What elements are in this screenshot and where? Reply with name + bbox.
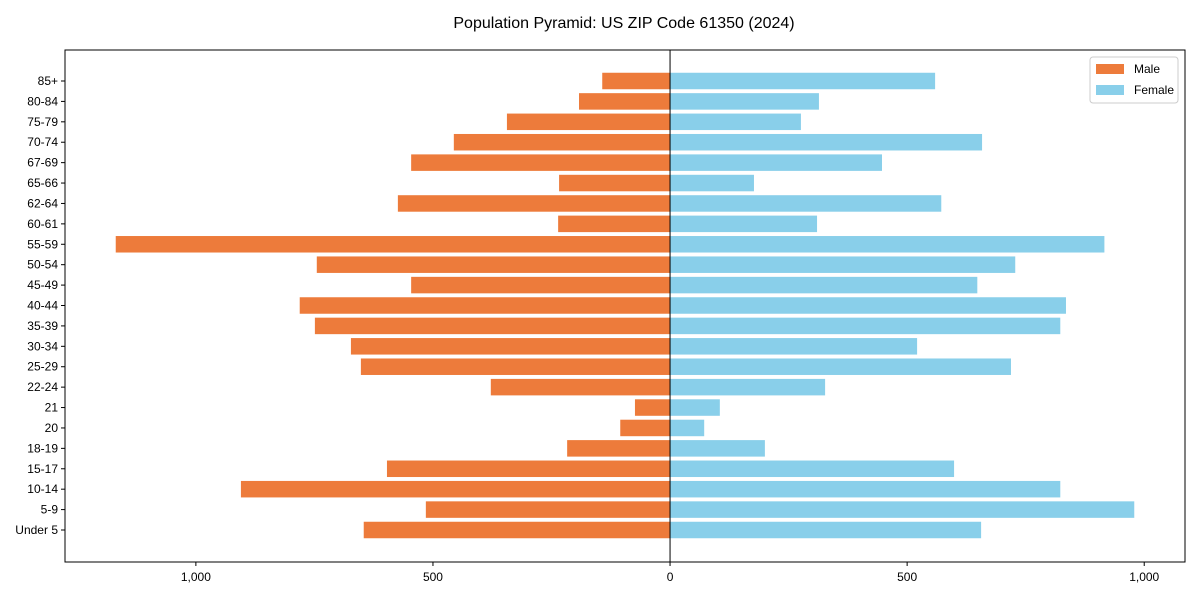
bar-female-55-59 xyxy=(670,236,1105,253)
bar-male-50-54 xyxy=(316,256,671,273)
bar-female-25-29 xyxy=(670,358,1011,375)
bar-female-85+ xyxy=(670,72,936,90)
y-tick-label: 45-49 xyxy=(27,278,58,292)
y-tick-label: 35-39 xyxy=(27,319,58,333)
y-tick-label: 5-9 xyxy=(41,503,59,517)
legend-swatch-male xyxy=(1096,64,1124,74)
y-tick-label: 15-17 xyxy=(27,462,58,476)
x-tick-label: 1,000 xyxy=(181,570,211,584)
y-tick-label: 80-84 xyxy=(27,94,58,108)
y-tick-label: 30-34 xyxy=(27,339,58,353)
y-tick-label: 67-69 xyxy=(27,156,58,170)
bar-female-80-84 xyxy=(670,93,819,110)
chart-title: Population Pyramid: US ZIP Code 61350 (2… xyxy=(453,15,794,32)
x-tick-label: 0 xyxy=(667,570,674,584)
y-tick-label: 40-44 xyxy=(27,299,58,313)
bar-male-65-66 xyxy=(559,174,671,192)
bar-male-25-29 xyxy=(360,358,671,375)
bar-male-15-17 xyxy=(386,460,671,478)
y-tick-label: 75-79 xyxy=(27,115,58,129)
bar-male-62-64 xyxy=(397,195,671,212)
y-tick-label: 20 xyxy=(45,421,59,435)
bar-female-15-17 xyxy=(670,460,955,478)
legend-label-male: Male xyxy=(1134,62,1160,76)
x-tick-label: 1,000 xyxy=(1129,570,1159,584)
bar-male-22-24 xyxy=(490,378,671,396)
bar-female-5-9 xyxy=(670,501,1135,518)
x-tick-label: 500 xyxy=(897,570,917,584)
plot-frame xyxy=(64,49,1186,563)
bar-male-75-79 xyxy=(506,113,671,131)
y-tick-label: 22-24 xyxy=(27,380,58,394)
bar-female-18-19 xyxy=(670,440,765,457)
bar-female-62-64 xyxy=(670,195,942,212)
bar-male-5-9 xyxy=(425,501,671,518)
bar-female-40-44 xyxy=(670,297,1066,314)
bar-female-70-74 xyxy=(670,133,983,151)
y-tick-label: 25-29 xyxy=(27,360,58,374)
bar-female-35-39 xyxy=(670,317,1061,335)
y-tick-label: Under 5 xyxy=(15,523,58,537)
bar-male-60-61 xyxy=(558,215,671,233)
y-tick-label: 85+ xyxy=(38,74,58,88)
y-tick-label: 65-66 xyxy=(27,176,58,190)
legend: Male Female xyxy=(1089,56,1179,104)
bar-male-20 xyxy=(620,419,671,437)
bar-female-Under 5 xyxy=(670,521,982,539)
bar-female-20 xyxy=(670,419,705,437)
x-tick-label: 500 xyxy=(423,570,443,584)
bar-female-10-14 xyxy=(670,480,1061,498)
bar-male-45-49 xyxy=(411,276,671,294)
y-tick-label: 55-59 xyxy=(27,237,58,251)
bar-female-75-79 xyxy=(670,113,801,131)
bar-male-67-69 xyxy=(411,154,671,171)
y-tick-label: 50-54 xyxy=(27,258,58,272)
legend-swatch-female xyxy=(1096,85,1124,95)
bar-male-10-14 xyxy=(240,480,671,498)
bar-female-22-24 xyxy=(670,378,826,396)
bar-male-55-59 xyxy=(115,236,671,253)
bar-male-80-84 xyxy=(579,93,671,110)
bar-male-21 xyxy=(634,399,671,416)
bar-female-65-66 xyxy=(670,174,754,192)
bar-male-40-44 xyxy=(299,297,671,314)
bar-female-60-61 xyxy=(670,215,818,233)
bar-male-Under 5 xyxy=(363,521,671,539)
y-tick-label: 70-74 xyxy=(27,135,58,149)
bar-male-18-19 xyxy=(567,440,671,457)
y-tick-label: 21 xyxy=(45,401,59,415)
bar-male-35-39 xyxy=(314,317,671,335)
bar-female-45-49 xyxy=(670,276,978,294)
y-tick-label: 10-14 xyxy=(27,482,58,496)
y-tick-label: 60-61 xyxy=(27,217,58,231)
legend-label-female: Female xyxy=(1134,83,1174,97)
bar-male-85+ xyxy=(602,72,671,90)
y-tick-label: 18-19 xyxy=(27,441,58,455)
bar-female-50-54 xyxy=(670,256,1016,273)
bar-male-70-74 xyxy=(453,133,671,151)
bar-female-21 xyxy=(670,399,720,416)
bar-male-30-34 xyxy=(350,338,671,355)
y-tick-label: 62-64 xyxy=(27,196,58,210)
bar-female-30-34 xyxy=(670,338,918,355)
bar-female-67-69 xyxy=(670,154,883,171)
